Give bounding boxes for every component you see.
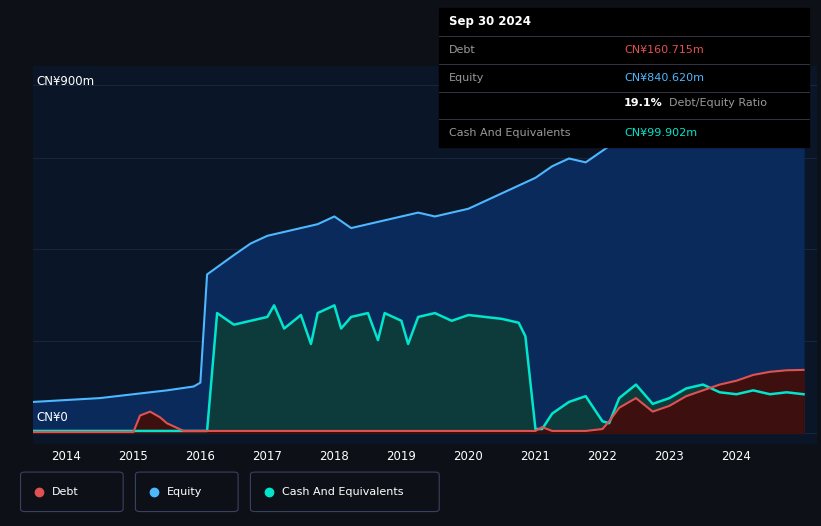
Text: CN¥160.715m: CN¥160.715m [624, 45, 704, 55]
Text: Equity: Equity [167, 487, 202, 497]
Text: Debt: Debt [449, 45, 476, 55]
Text: Equity: Equity [449, 73, 484, 83]
Text: CN¥900m: CN¥900m [37, 75, 95, 88]
Text: Debt: Debt [52, 487, 79, 497]
Text: 19.1%: 19.1% [624, 98, 663, 108]
Text: Debt/Equity Ratio: Debt/Equity Ratio [669, 98, 767, 108]
Text: Cash And Equivalents: Cash And Equivalents [449, 128, 571, 138]
Text: Sep 30 2024: Sep 30 2024 [449, 15, 531, 28]
Text: CN¥840.620m: CN¥840.620m [624, 73, 704, 83]
Text: Cash And Equivalents: Cash And Equivalents [282, 487, 403, 497]
Text: CN¥0: CN¥0 [37, 411, 68, 423]
Text: CN¥99.902m: CN¥99.902m [624, 128, 697, 138]
